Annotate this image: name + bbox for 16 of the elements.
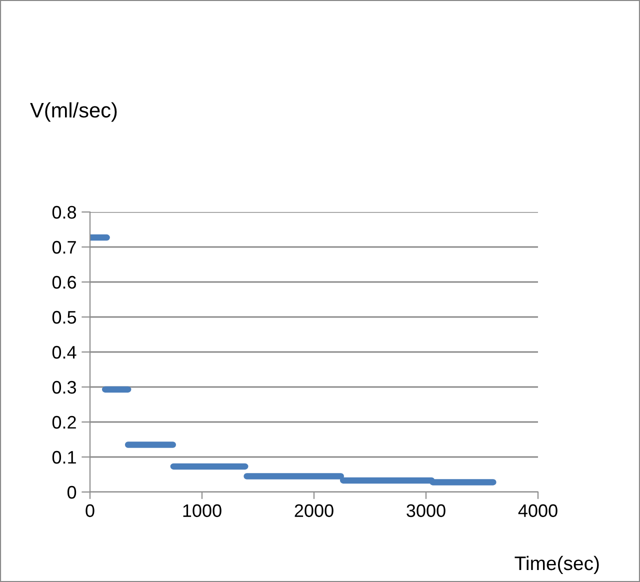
y-tick-label: 0.4 — [52, 346, 76, 359]
x-tick-label: 1000 — [183, 504, 222, 518]
y-tick-label: 0.3 — [52, 380, 76, 394]
y-axis-title: V(ml/sec) — [30, 102, 117, 122]
y-tick-label: 0 — [67, 486, 76, 499]
y-tick-label: 0.8 — [52, 206, 76, 219]
x-tick-label: 0 — [86, 504, 94, 518]
y-tick-label: 0.5 — [52, 310, 76, 324]
y-tick-label: 0.6 — [52, 276, 76, 289]
x-tick-label: 4000 — [518, 504, 558, 518]
y-tick-label: 0.7 — [52, 240, 76, 254]
x-axis-title: Time(sec) — [514, 556, 599, 574]
x-tick-label: 2000 — [294, 504, 334, 518]
x-tick-label: 3000 — [406, 504, 446, 518]
y-tick-label: 0.2 — [52, 416, 76, 429]
y-tick-label: 0.1 — [52, 450, 76, 464]
